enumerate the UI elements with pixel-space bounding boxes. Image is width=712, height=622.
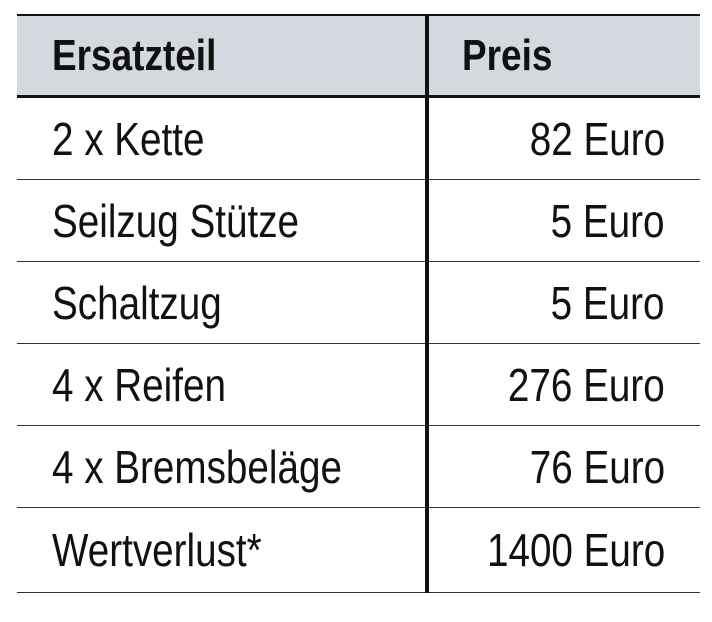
table-row: Wertverlust* 1400 Euro	[17, 508, 700, 593]
price-value: 76 Euro	[529, 440, 665, 493]
price-cell: 5 Euro	[529, 180, 665, 261]
table-row: 2 x Kette 82 Euro	[17, 98, 700, 180]
table-row: Schaltzug 5 Euro	[17, 262, 700, 344]
price-value: 1400 Euro	[486, 524, 665, 576]
table-header: Ersatzteil Preis	[17, 14, 700, 98]
header-preis: Preis	[462, 16, 570, 95]
price-cell: 276 Euro	[478, 344, 665, 425]
header-label: Preis	[462, 30, 553, 80]
part-cell: 2 x Kette	[52, 98, 234, 179]
price-cell: 1400 Euro	[453, 508, 665, 592]
price-value: 82 Euro	[529, 112, 665, 165]
table-row: 4 x Bremsbeläge 76 Euro	[17, 426, 700, 508]
part-name: Wertverlust*	[52, 524, 262, 576]
price-value: 276 Euro	[508, 358, 665, 411]
price-cell: 5 Euro	[529, 262, 665, 343]
column-divider	[425, 14, 429, 593]
part-cell: Seilzug Stütze	[52, 180, 346, 261]
table-row: Seilzug Stütze 5 Euro	[17, 180, 700, 262]
part-cell: Wertverlust*	[52, 508, 302, 592]
price-cell: 76 Euro	[504, 426, 665, 507]
part-cell: 4 x Bremsbeläge	[52, 426, 397, 507]
price-value: 5 Euro	[551, 276, 665, 329]
part-name: 2 x Kette	[52, 112, 205, 165]
part-name: Schaltzug	[52, 276, 222, 329]
part-name: Seilzug Stütze	[52, 194, 300, 247]
part-cell: 4 x Reifen	[52, 344, 259, 425]
price-table: Ersatzteil Preis 2 x Kette 82 Euro Seilz…	[17, 14, 700, 593]
header-ersatzteil: Ersatzteil	[52, 16, 248, 95]
price-value: 5 Euro	[551, 194, 665, 247]
header-label: Ersatzteil	[52, 30, 217, 80]
part-name: 4 x Reifen	[52, 358, 226, 411]
price-cell: 82 Euro	[504, 98, 665, 179]
table-row: 4 x Reifen 276 Euro	[17, 344, 700, 426]
part-cell: Schaltzug	[52, 262, 254, 343]
part-name: 4 x Bremsbeläge	[52, 440, 342, 493]
